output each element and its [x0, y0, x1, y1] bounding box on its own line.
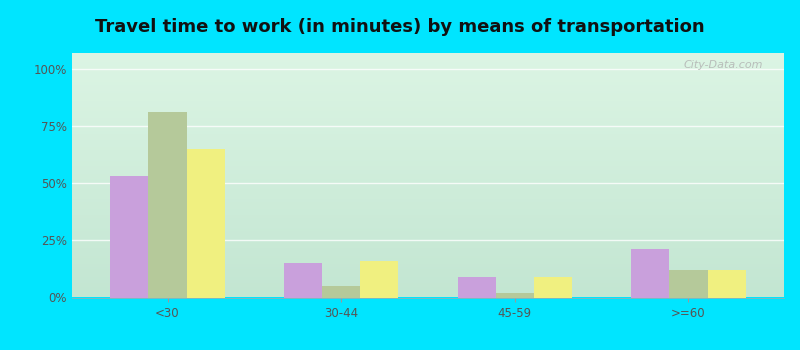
Bar	[186, 149, 225, 298]
Bar	[707, 270, 746, 298]
Bar	[360, 261, 398, 298]
Text: City-Data.com: City-Data.com	[683, 60, 762, 70]
Bar	[149, 112, 186, 298]
Bar	[322, 286, 360, 298]
Bar	[534, 277, 572, 298]
Bar	[670, 270, 707, 298]
Bar	[631, 250, 670, 298]
Bar	[110, 176, 149, 298]
Bar	[284, 263, 322, 298]
Bar	[458, 277, 496, 298]
Bar	[496, 293, 534, 298]
Text: Travel time to work (in minutes) by means of transportation: Travel time to work (in minutes) by mean…	[95, 18, 705, 35]
